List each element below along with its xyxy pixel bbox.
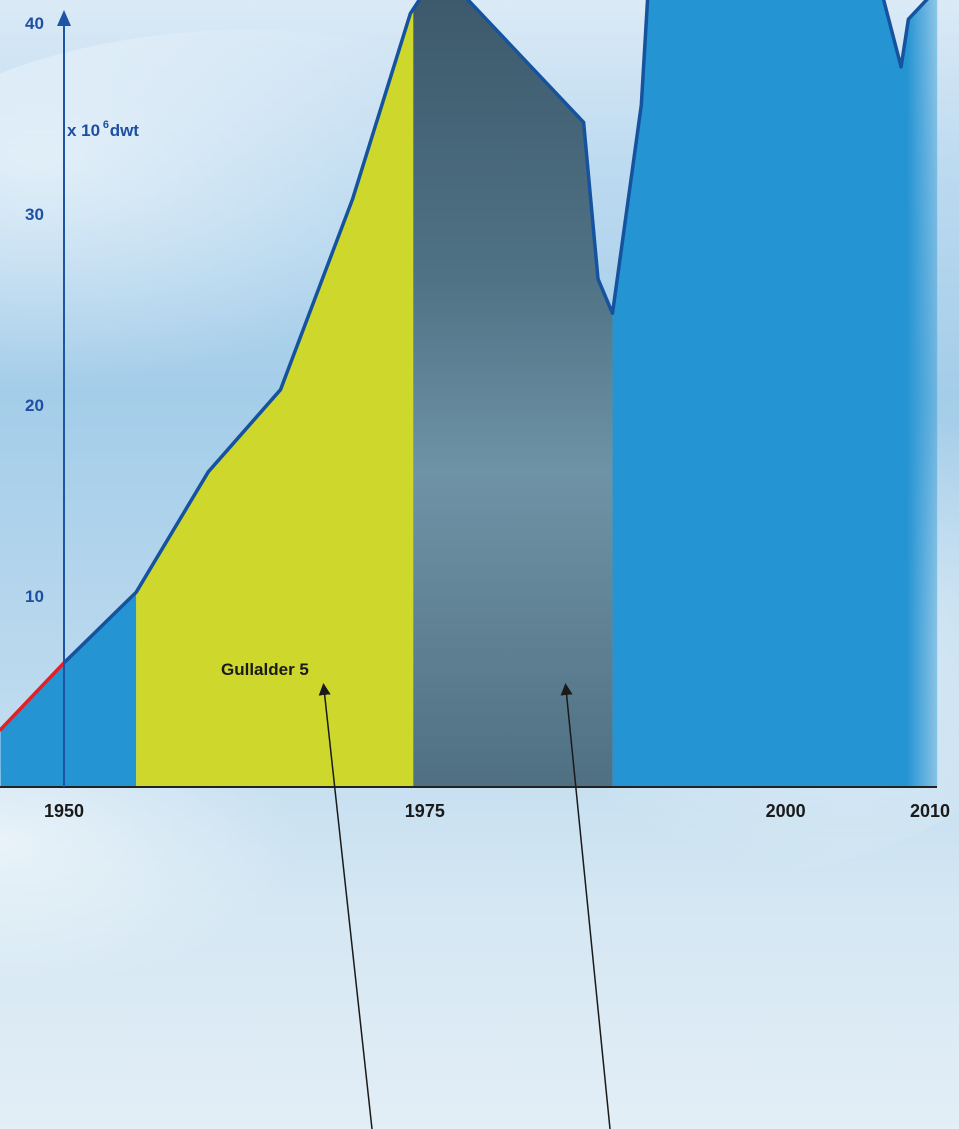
- series-line: [62, 0, 929, 665]
- y-tick-label: 10: [25, 587, 44, 606]
- y-axis-unit-exponent: 6: [103, 119, 109, 131]
- y-tick-label: 30: [25, 205, 44, 224]
- x-tick-label: 2000: [766, 801, 806, 821]
- annotation-arrow-dark: [560, 683, 611, 1129]
- annotation-arrow-yellow: [318, 683, 373, 1129]
- x-tick-label: 1950: [44, 801, 84, 821]
- y-tick-label: 20: [25, 396, 44, 415]
- y-axis-unit-prefix: x 10: [67, 121, 100, 140]
- y-axis-unit-suffix: dwt: [110, 121, 140, 140]
- axes: [0, 10, 937, 788]
- data-lines: [0, 0, 929, 732]
- cloud-shape: [0, 750, 450, 1050]
- y-tick-label: 40: [25, 14, 44, 33]
- area-band: [612, 0, 938, 787]
- annotation-label: Gullalder 5: [221, 660, 309, 679]
- area-band: [413, 0, 613, 787]
- x-tick-label: 2010: [910, 801, 950, 821]
- x-tick-label: 1975: [405, 801, 445, 821]
- y-axis-arrowhead: [57, 10, 71, 26]
- pre-1950-line: [0, 661, 66, 732]
- tick-labels: 10203040501950197520002010: [25, 14, 950, 821]
- y-axis-unit-label: x 10 6 dwt: [67, 113, 139, 140]
